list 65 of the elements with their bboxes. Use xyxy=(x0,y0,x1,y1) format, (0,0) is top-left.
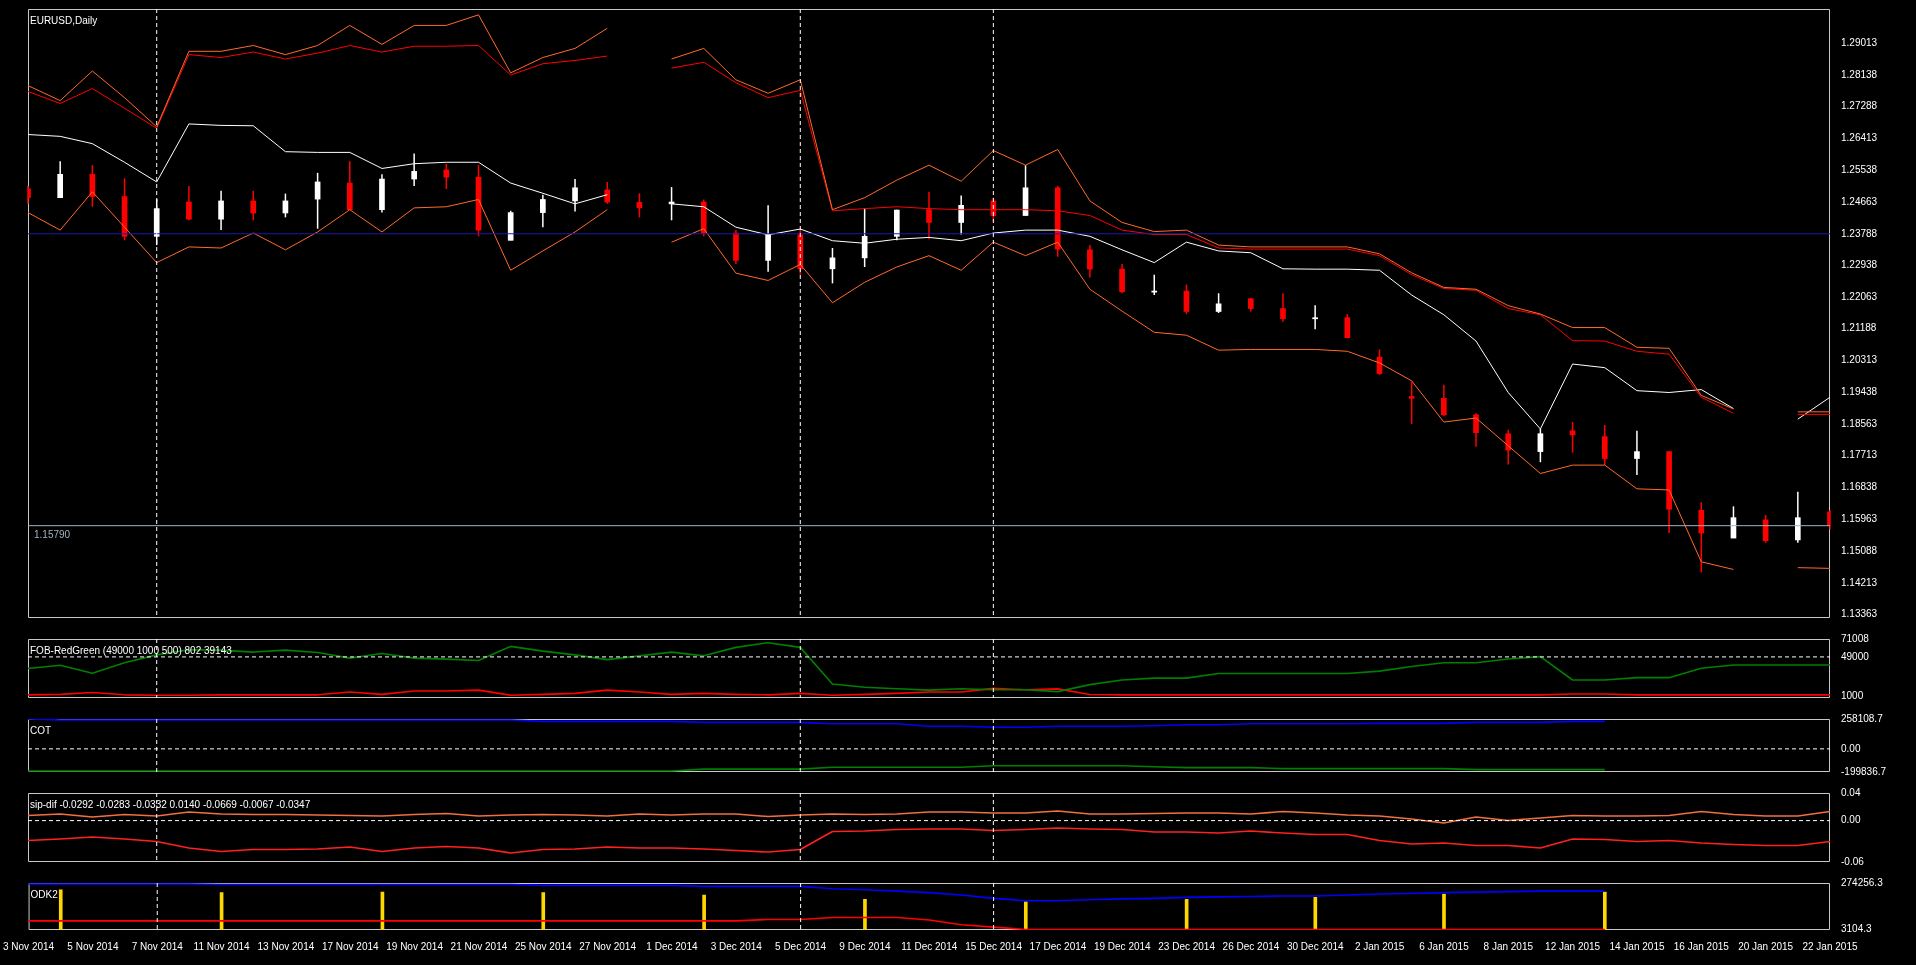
y-tick-label: 274256.3 xyxy=(1841,876,1884,888)
y-tick-label: 1.24663 xyxy=(1841,195,1878,207)
x-tick-label: 13 Nov 2014 xyxy=(257,940,315,952)
y-tick-label: 1.17713 xyxy=(1841,449,1878,461)
x-tick-label: 3 Nov 2014 xyxy=(3,940,55,952)
y-tick-label: 1.29013 xyxy=(1841,36,1878,48)
y-tick-label: 1.21188 xyxy=(1841,322,1877,334)
y-tick-label: 1.15088 xyxy=(1841,545,1878,557)
x-tick-label: 20 Jan 2015 xyxy=(1738,940,1794,952)
x-tick-label: 14 Jan 2015 xyxy=(1609,940,1665,952)
y-tick-label: 0.00 xyxy=(1841,742,1861,754)
x-tick-label: 11 Nov 2014 xyxy=(193,940,250,952)
x-tick-label: 6 Jan 2015 xyxy=(1419,940,1470,952)
x-tick-label: 30 Dec 2014 xyxy=(1286,940,1345,952)
y-tick-label: 258108.7 xyxy=(1841,712,1884,724)
x-tick-label: 27 Nov 2014 xyxy=(579,940,637,952)
x-tick-label: 3 Dec 2014 xyxy=(710,940,763,952)
y-tick-label: 1.16838 xyxy=(1841,481,1878,493)
y-tick-label: 1.14213 xyxy=(1841,576,1878,588)
y-tick-label: 1.26413 xyxy=(1841,131,1878,143)
x-tick-label: 17 Dec 2014 xyxy=(1029,940,1087,952)
y-tick-label: -0.06 xyxy=(1841,855,1865,867)
x-tick-label: 9 Dec 2014 xyxy=(839,940,891,952)
x-tick-label: 1 Dec 2014 xyxy=(646,940,698,952)
y-tick-label: 1000 xyxy=(1841,689,1864,701)
y-tick-label: 49000 xyxy=(1841,650,1870,662)
y-tick-label: 1.13363 xyxy=(1841,607,1878,619)
y-tick-label: 1.22063 xyxy=(1841,290,1878,302)
x-tick-label: 22 Jan 2015 xyxy=(1802,940,1858,952)
y-tick-label: 71008 xyxy=(1841,632,1870,644)
x-tick-label: 23 Dec 2014 xyxy=(1158,940,1216,952)
x-tick-label: 19 Nov 2014 xyxy=(386,940,444,952)
ref-line-label: 1.15790 xyxy=(34,528,71,540)
y-tick-label: 1.27288 xyxy=(1841,99,1878,111)
x-tick-label: 21 Nov 2014 xyxy=(450,940,508,952)
x-tick-label: 7 Nov 2014 xyxy=(131,940,184,952)
y-tick-label: 1.19438 xyxy=(1841,386,1878,398)
text: FOB-RedGreen (49000 1000 500) 802 39143 xyxy=(30,645,233,656)
y-tick-label: 0.04 xyxy=(1841,786,1861,798)
text: EURUSD,Daily xyxy=(30,15,98,26)
y-tick-label: 1.22938 xyxy=(1841,258,1878,270)
x-tick-label: 8 Jan 2015 xyxy=(1483,940,1534,952)
y-tick-label: 1.23788 xyxy=(1841,227,1878,239)
x-tick-label: 25 Nov 2014 xyxy=(514,940,573,952)
y-tick-label: 3104.3 xyxy=(1841,923,1873,935)
x-tick-label: 5 Dec 2014 xyxy=(775,940,827,952)
y-tick-label: 1.15963 xyxy=(1841,513,1878,525)
x-tick-label: 11 Dec 2014 xyxy=(901,940,958,952)
x-tick-label: 5 Nov 2014 xyxy=(67,940,119,952)
text: ODK2 xyxy=(30,889,59,900)
y-tick-label: 0.00 xyxy=(1841,814,1861,826)
y-tick-label: 1.20313 xyxy=(1841,354,1878,366)
text: sip-dif -0.0292 -0.0283 -0.0332 0.0140 -0.0669 -0.0067 -0.0347 xyxy=(30,799,311,810)
y-tick-label: 1.25538 xyxy=(1841,163,1878,175)
text: COT xyxy=(30,725,52,736)
x-tick-label: 17 Nov 2014 xyxy=(321,940,380,952)
x-tick-label: 2 Jan 2015 xyxy=(1354,940,1405,952)
x-tick-label: 16 Jan 2015 xyxy=(1673,940,1730,952)
y-tick-label: 1.28138 xyxy=(1841,68,1878,80)
x-tick-label: 15 Dec 2014 xyxy=(965,940,1023,952)
x-tick-label: 19 Dec 2014 xyxy=(1093,940,1152,952)
x-tick-label: 12 Jan 2015 xyxy=(1545,940,1601,952)
y-tick-label: -199836.7 xyxy=(1841,765,1887,777)
x-tick-label: 26 Dec 2014 xyxy=(1222,940,1280,952)
y-tick-label: 1.18563 xyxy=(1841,418,1878,430)
